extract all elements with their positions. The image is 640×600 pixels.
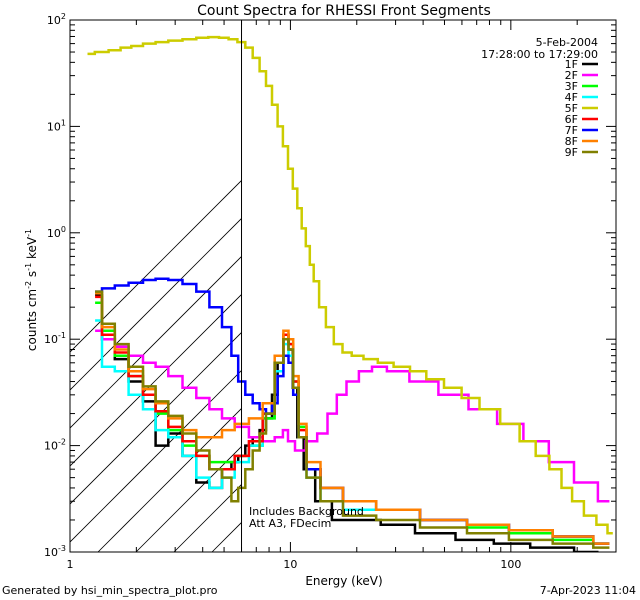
legend-label-9F: 9F [565,146,578,159]
date-label: 5-Feb-2004 [536,36,598,49]
y-tick-label: 10-3 [44,544,66,559]
plot-frame [69,19,617,553]
x-axis-label: Energy (keV) [305,574,382,588]
hatch-line [630,0,640,552]
time-range-label: 17:28:00 to 17:29:00 [481,48,598,61]
y-tick-label: 100 [47,225,66,240]
legend-label-6F: 6F [565,113,578,126]
hatch-line [288,0,640,552]
axes: 1 10 100 10-3 10-2 10-1 100 101 102 [44,12,617,571]
y-tick-label: 10-1 [44,331,66,346]
legend-label-5F: 5F [565,102,578,115]
legend-label-4F: 4F [565,91,578,104]
annotation-background: Includes Background [249,505,364,518]
hatch-line [135,445,242,552]
series-7F [95,277,610,545]
generated-by-label: Generated by hsi_min_spectra_plot.pro [2,584,218,597]
hatch-line [70,179,242,353]
footer-timestamp: 7-Apr-2023 11:04 [539,584,636,597]
hatch-line [402,0,640,552]
annotation-attenuator: Att A3, FDecim [249,517,331,530]
chart-title: Count Spectra for RHESSI Front Segments [197,3,491,19]
hatch-lines [70,0,640,552]
legend-label-7F: 7F [565,124,578,137]
legend-label-8F: 8F [565,135,578,148]
y-axis-label: counts cm-2 s-1 keV-1 [24,229,39,351]
x-tick-label: 1 [67,558,74,571]
y-tick-label: 101 [47,118,66,133]
series-9F [95,290,610,549]
x-tick-label: 10 [283,558,297,571]
y-tick-label: 10-2 [44,438,66,453]
hatch-line [516,0,640,552]
series-2F [95,329,610,503]
hatch-line [440,0,640,552]
legend-label-3F: 3F [565,80,578,93]
attenuator-hatch [70,0,640,552]
hatch-line [70,331,242,505]
hatch-line [70,255,242,429]
hatch-line [326,0,640,552]
legend-label-1F: 1F [565,58,578,71]
x-tick-label: 100 [500,558,521,571]
series-group [87,35,613,552]
hatch-line [70,217,242,391]
series-5F [87,35,613,535]
hatch-line [364,0,640,552]
y-tick-label: 102 [47,12,66,27]
hatch-line [70,293,242,467]
legend-label-2F: 2F [565,69,578,82]
hatch-line [70,369,242,543]
hatch-line [97,407,242,552]
